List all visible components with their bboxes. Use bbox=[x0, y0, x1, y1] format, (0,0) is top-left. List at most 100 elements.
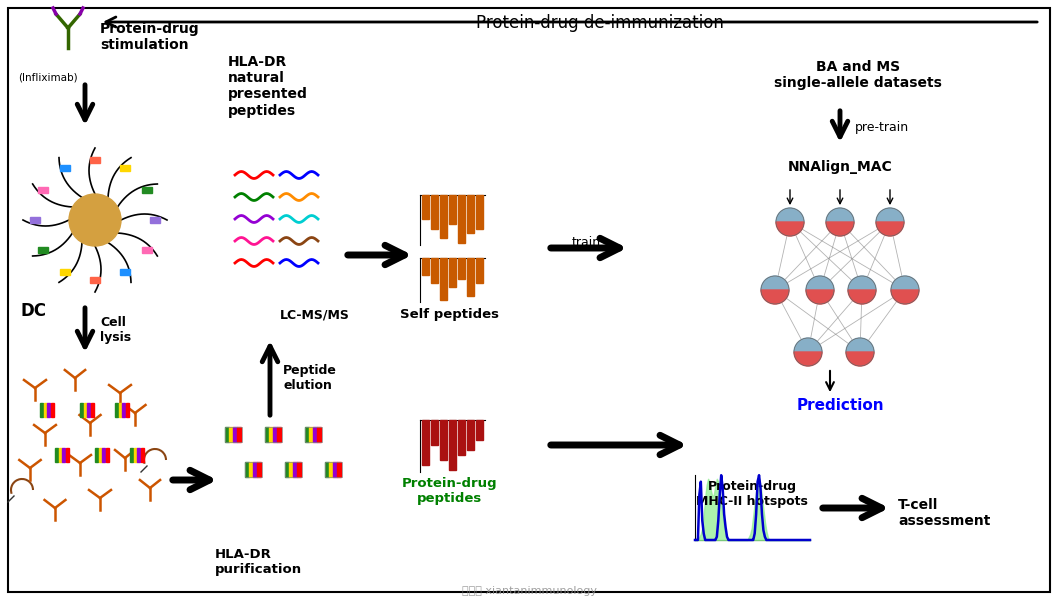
Wedge shape bbox=[846, 352, 874, 366]
Text: Protein-drug
peptides: Protein-drug peptides bbox=[402, 477, 498, 505]
Bar bbox=[225, 427, 242, 442]
Wedge shape bbox=[876, 208, 904, 222]
Bar bbox=[329, 462, 332, 477]
Bar bbox=[38, 247, 48, 253]
Bar bbox=[449, 258, 456, 287]
Bar bbox=[422, 420, 428, 465]
Wedge shape bbox=[849, 290, 876, 304]
Bar bbox=[237, 427, 240, 442]
Bar bbox=[133, 448, 136, 462]
Wedge shape bbox=[806, 290, 834, 304]
Bar bbox=[115, 403, 118, 417]
Bar bbox=[440, 258, 446, 300]
Bar bbox=[467, 195, 474, 233]
Bar bbox=[309, 427, 312, 442]
Wedge shape bbox=[826, 208, 854, 222]
Text: BA and MS
single-allele datasets: BA and MS single-allele datasets bbox=[774, 60, 942, 90]
Text: train: train bbox=[571, 236, 601, 249]
Bar bbox=[150, 217, 160, 223]
Text: Prediction: Prediction bbox=[797, 398, 883, 413]
Text: Peptide
elution: Peptide elution bbox=[282, 364, 336, 392]
Text: Protein-drug
stimulation: Protein-drug stimulation bbox=[101, 22, 200, 52]
Bar bbox=[118, 403, 122, 417]
Bar bbox=[90, 157, 101, 163]
Bar bbox=[264, 427, 269, 442]
Wedge shape bbox=[761, 290, 789, 304]
Bar bbox=[431, 195, 438, 228]
Bar bbox=[305, 427, 322, 442]
Bar bbox=[120, 269, 130, 275]
Text: pre-train: pre-train bbox=[855, 121, 909, 135]
Bar bbox=[51, 403, 54, 417]
Bar bbox=[91, 403, 93, 417]
Bar bbox=[297, 462, 300, 477]
Bar bbox=[95, 448, 98, 462]
Bar bbox=[285, 462, 289, 477]
Wedge shape bbox=[891, 276, 919, 290]
Bar bbox=[257, 462, 260, 477]
Bar bbox=[317, 427, 321, 442]
Bar bbox=[249, 462, 253, 477]
Bar bbox=[264, 427, 282, 442]
Bar bbox=[60, 165, 70, 171]
Wedge shape bbox=[826, 222, 854, 236]
Bar bbox=[422, 195, 428, 219]
Text: (Infliximab): (Infliximab) bbox=[18, 72, 78, 82]
Bar bbox=[98, 448, 102, 462]
Text: HLA-DR
purification: HLA-DR purification bbox=[215, 548, 303, 576]
Bar bbox=[62, 448, 65, 462]
Text: T-cell
assessment: T-cell assessment bbox=[898, 498, 990, 528]
Wedge shape bbox=[794, 338, 822, 352]
Bar bbox=[142, 187, 152, 193]
Bar bbox=[431, 420, 438, 445]
Wedge shape bbox=[806, 276, 834, 290]
Bar bbox=[245, 462, 249, 477]
Wedge shape bbox=[876, 222, 904, 236]
Bar bbox=[333, 462, 336, 477]
Wedge shape bbox=[849, 276, 876, 290]
Bar bbox=[253, 462, 256, 477]
Bar bbox=[476, 195, 484, 228]
Bar bbox=[449, 420, 456, 470]
Bar bbox=[87, 403, 90, 417]
Bar bbox=[142, 247, 152, 253]
Text: LC-MS/MS: LC-MS/MS bbox=[280, 308, 350, 321]
Bar bbox=[289, 462, 292, 477]
Bar bbox=[440, 420, 446, 460]
Bar bbox=[38, 187, 48, 193]
Bar bbox=[66, 448, 69, 462]
Bar bbox=[269, 427, 273, 442]
Bar bbox=[467, 420, 474, 450]
Text: DC: DC bbox=[20, 302, 45, 320]
Bar bbox=[229, 427, 233, 442]
Bar bbox=[126, 403, 128, 417]
Bar bbox=[313, 427, 316, 442]
Bar bbox=[102, 448, 105, 462]
Bar bbox=[325, 462, 342, 477]
Wedge shape bbox=[776, 222, 804, 236]
Bar bbox=[130, 448, 133, 462]
Bar bbox=[225, 427, 229, 442]
Bar bbox=[467, 258, 474, 296]
Text: HLA-DR
natural
presented
peptides: HLA-DR natural presented peptides bbox=[229, 55, 308, 118]
Text: Protein-drug
MHC-II hotspots: Protein-drug MHC-II hotspots bbox=[696, 480, 808, 508]
Text: NNAlign_MAC: NNAlign_MAC bbox=[787, 160, 892, 174]
Bar bbox=[440, 195, 446, 238]
Bar bbox=[458, 258, 466, 279]
Text: Cell
lysis: Cell lysis bbox=[101, 316, 131, 344]
Bar bbox=[293, 462, 296, 477]
Bar bbox=[458, 420, 466, 455]
Bar bbox=[47, 403, 50, 417]
Bar bbox=[245, 462, 262, 477]
Bar bbox=[458, 195, 466, 243]
Bar bbox=[305, 427, 309, 442]
Bar bbox=[136, 448, 140, 462]
Text: 微信号 xiantanimmunology: 微信号 xiantanimmunology bbox=[462, 586, 598, 596]
Bar bbox=[120, 165, 130, 171]
Bar bbox=[285, 462, 302, 477]
Bar bbox=[233, 427, 237, 442]
Bar bbox=[338, 462, 341, 477]
Bar bbox=[58, 448, 61, 462]
Circle shape bbox=[69, 194, 121, 246]
Bar bbox=[106, 448, 109, 462]
